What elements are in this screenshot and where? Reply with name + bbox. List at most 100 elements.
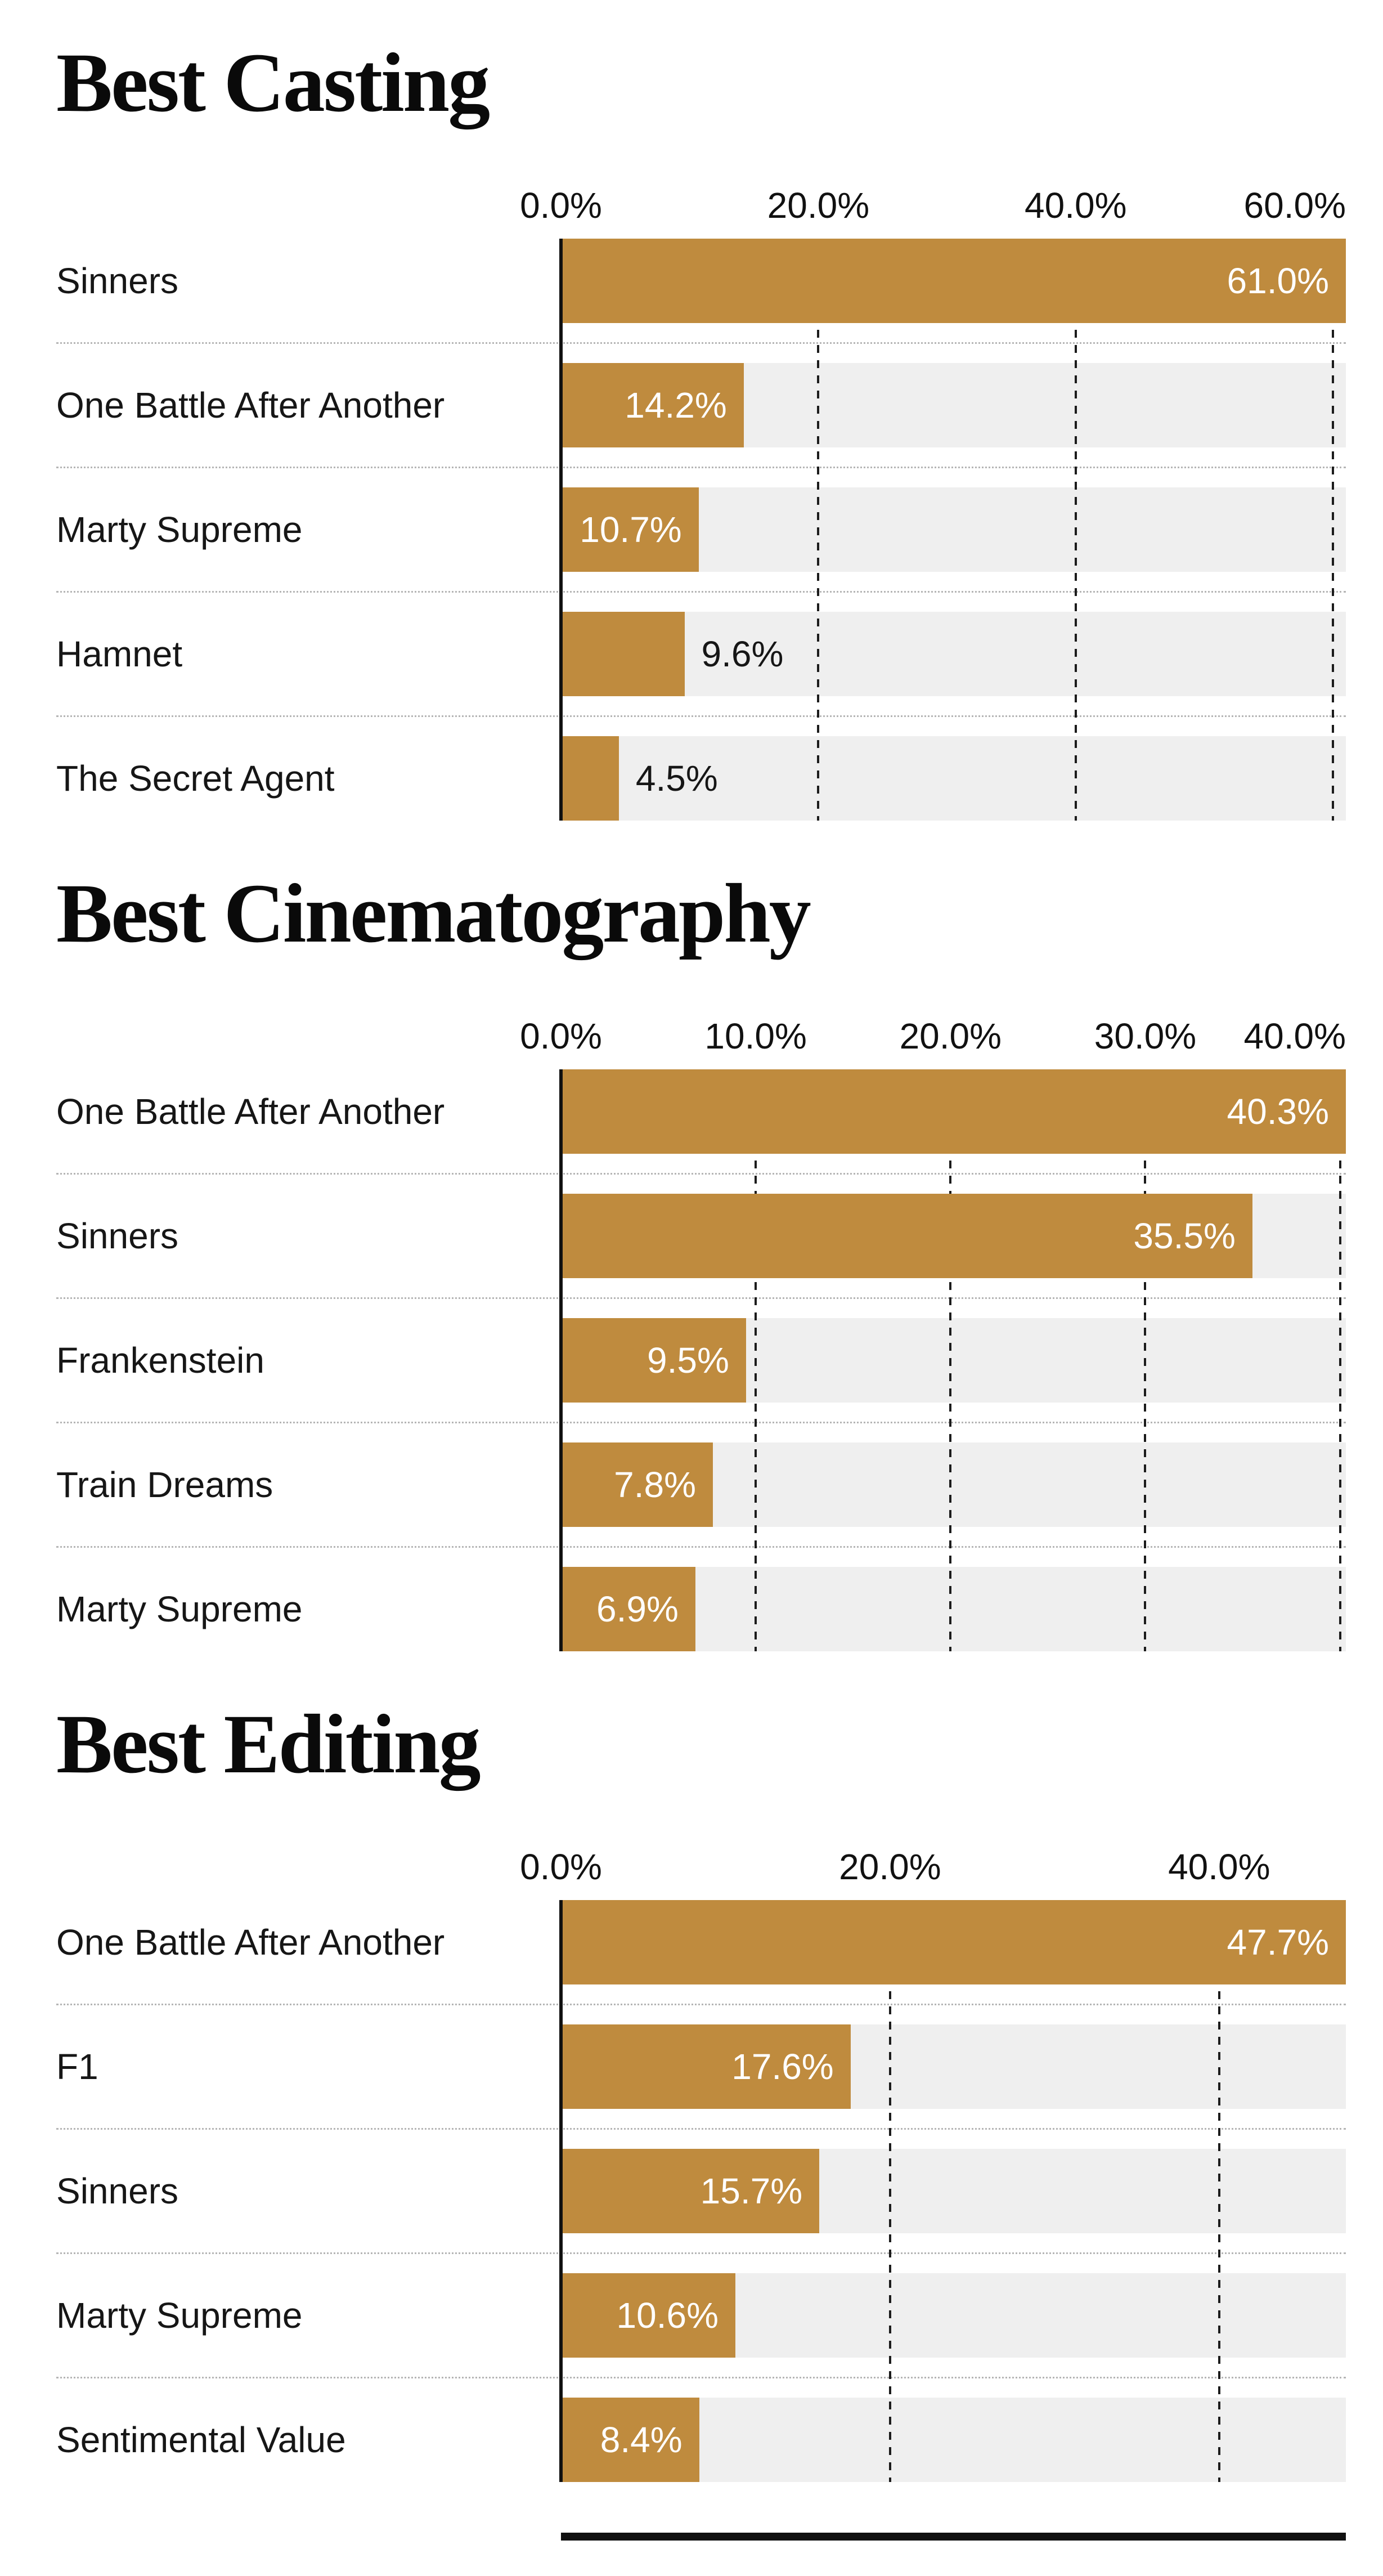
x-axis: 0.0% 20.0% 40.0% 60.0%	[520, 170, 1346, 226]
x-tick-label: 0.0%	[520, 1016, 602, 1056]
bar-row: Sinners 35.5%	[56, 1194, 1346, 1278]
x-tick-label: 10.0%	[704, 1016, 807, 1056]
value-label: 61.0%	[1227, 261, 1329, 301]
value-label: 35.5%	[1133, 1216, 1236, 1256]
row-separator	[56, 1173, 1346, 1175]
bar-row: Marty Supreme 10.6%	[56, 2273, 1346, 2358]
chart-title: Best Cinematography	[56, 867, 811, 960]
chart-best-casting: Best Casting 0.0% 20.0% 40.0% 60.0% Sinners…	[56, 41, 1346, 821]
bar-row: One Battle After Another 40.3%	[56, 1069, 1346, 1154]
bar-track: 10.6%	[561, 2273, 1346, 2358]
value-label: 8.4%	[600, 2420, 682, 2460]
x-tick-label: 40.0%	[1168, 1847, 1270, 1887]
category-label: Sinners	[56, 261, 178, 301]
bar	[561, 612, 685, 696]
bar: 6.9%	[561, 1567, 695, 1651]
bar-track: 8.4%	[561, 2398, 1346, 2482]
bar-track: 61.0%	[561, 239, 1346, 323]
category-label: F1	[56, 2046, 98, 2087]
value-label: 6.9%	[596, 1589, 679, 1629]
value-label: 17.6%	[731, 2046, 834, 2087]
bar-row: Sinners 15.7%	[56, 2149, 1346, 2233]
bar-track: 6.9%	[561, 1567, 1346, 1651]
category-label: Marty Supreme	[56, 2295, 303, 2336]
bar: 40.3%	[561, 1069, 1346, 1154]
bar: 47.7%	[561, 1900, 1346, 1984]
bar: 35.5%	[561, 1194, 1252, 1278]
bar-rows: One Battle After Another 47.7% F1 17.6% Sinn…	[56, 1900, 1346, 2482]
row-separator	[56, 2252, 1346, 2254]
row-separator	[56, 467, 1346, 468]
bar: 10.6%	[561, 2273, 735, 2358]
row-separator	[56, 715, 1346, 717]
category-label: One Battle After Another	[56, 1922, 445, 1963]
bar-rows: Sinners 61.0% One Battle After Another 14.2…	[56, 239, 1346, 821]
x-tick-label: 40.0%	[1025, 185, 1127, 226]
category-label: Sentimental Value	[56, 2420, 346, 2460]
category-label: Sinners	[56, 1216, 178, 1256]
chart-best-cinematography: Best Cinematography 0.0% 10.0% 20.0% 30.0% 4…	[56, 871, 1346, 1651]
bar: 8.4%	[561, 2398, 699, 2482]
bar-track: 4.5%	[561, 736, 1346, 821]
bar-track: 17.6%	[561, 2024, 1346, 2109]
x-tick-label: 0.0%	[520, 1847, 602, 1887]
bar-row: Hamnet 9.6%	[56, 612, 1346, 696]
bar-row: Sinners 61.0%	[56, 239, 1346, 323]
x-tick-label: 20.0%	[899, 1016, 1002, 1056]
bar: 9.5%	[561, 1318, 746, 1403]
bar-track: 9.6%	[561, 612, 1346, 696]
value-label: 4.5%	[635, 758, 718, 799]
row-separator	[56, 1546, 1346, 1548]
category-label: Hamnet	[56, 634, 183, 674]
row-separator	[56, 591, 1346, 593]
bar-row: The Secret Agent 4.5%	[56, 736, 1346, 821]
category-label: One Battle After Another	[56, 1091, 445, 1132]
category-label: Sinners	[56, 2171, 178, 2211]
chart-best-editing: Best Editing 0.0% 20.0% 40.0% One Battle A…	[56, 1702, 1346, 2482]
x-axis: 0.0% 10.0% 20.0% 30.0% 40.0%	[520, 1001, 1346, 1057]
x-tick-label: 60.0%	[1243, 185, 1346, 226]
bar-track: 10.7%	[561, 487, 1346, 572]
bar-track: 7.8%	[561, 1442, 1346, 1527]
row-separator	[56, 2128, 1346, 2130]
row-separator	[56, 2004, 1346, 2005]
bar: 10.7%	[561, 487, 699, 572]
poll-results-page: Best Casting 0.0% 20.0% 40.0% 60.0% Sinners…	[56, 41, 1346, 2541]
row-separator	[56, 1297, 1346, 1299]
x-tick-label: 30.0%	[1094, 1016, 1197, 1056]
category-label: Train Dreams	[56, 1464, 273, 1505]
plot-area: One Battle After Another 47.7% F1 17.6% Sinn…	[56, 1900, 1346, 2482]
plot-area: Sinners 61.0% One Battle After Another 14.2…	[56, 239, 1346, 821]
bar: 17.6%	[561, 2024, 851, 2109]
bar-track: 15.7%	[561, 2149, 1346, 2233]
x-axis: 0.0% 20.0% 40.0%	[520, 1831, 1346, 1888]
category-label: One Battle After Another	[56, 385, 445, 425]
value-label: 9.5%	[646, 1340, 729, 1381]
category-label: Marty Supreme	[56, 1589, 303, 1629]
x-tick-label: 40.0%	[1243, 1016, 1346, 1056]
value-label: 10.7%	[580, 509, 682, 550]
category-label: The Secret Agent	[56, 758, 335, 799]
row-separator	[56, 1422, 1346, 1423]
bar-row: One Battle After Another 14.2%	[56, 363, 1346, 447]
value-label: 15.7%	[700, 2171, 803, 2211]
bar-row: F1 17.6%	[56, 2024, 1346, 2109]
bar-rows: One Battle After Another 40.3% Sinners 35.5…	[56, 1069, 1346, 1651]
value-label: 10.6%	[616, 2295, 719, 2336]
x-tick-label: 20.0%	[767, 185, 870, 226]
bar: 14.2%	[561, 363, 744, 447]
value-label: 47.7%	[1227, 1922, 1329, 1963]
bar-track: 35.5%	[561, 1194, 1346, 1278]
chart-title: Best Casting	[56, 36, 490, 129]
value-label: 9.6%	[701, 634, 784, 674]
bar-row: Sentimental Value 8.4%	[56, 2398, 1346, 2482]
category-label: Frankenstein	[56, 1340, 264, 1381]
charts-container: Best Casting 0.0% 20.0% 40.0% 60.0% Sinners…	[56, 41, 1346, 2482]
row-separator	[56, 2377, 1346, 2378]
row-separator	[56, 342, 1346, 344]
bar-track: 9.5%	[561, 1318, 1346, 1403]
bar: 7.8%	[561, 1442, 713, 1527]
value-label: 40.3%	[1227, 1091, 1329, 1132]
bar-row: One Battle After Another 47.7%	[56, 1900, 1346, 1984]
value-label: 7.8%	[614, 1464, 696, 1505]
